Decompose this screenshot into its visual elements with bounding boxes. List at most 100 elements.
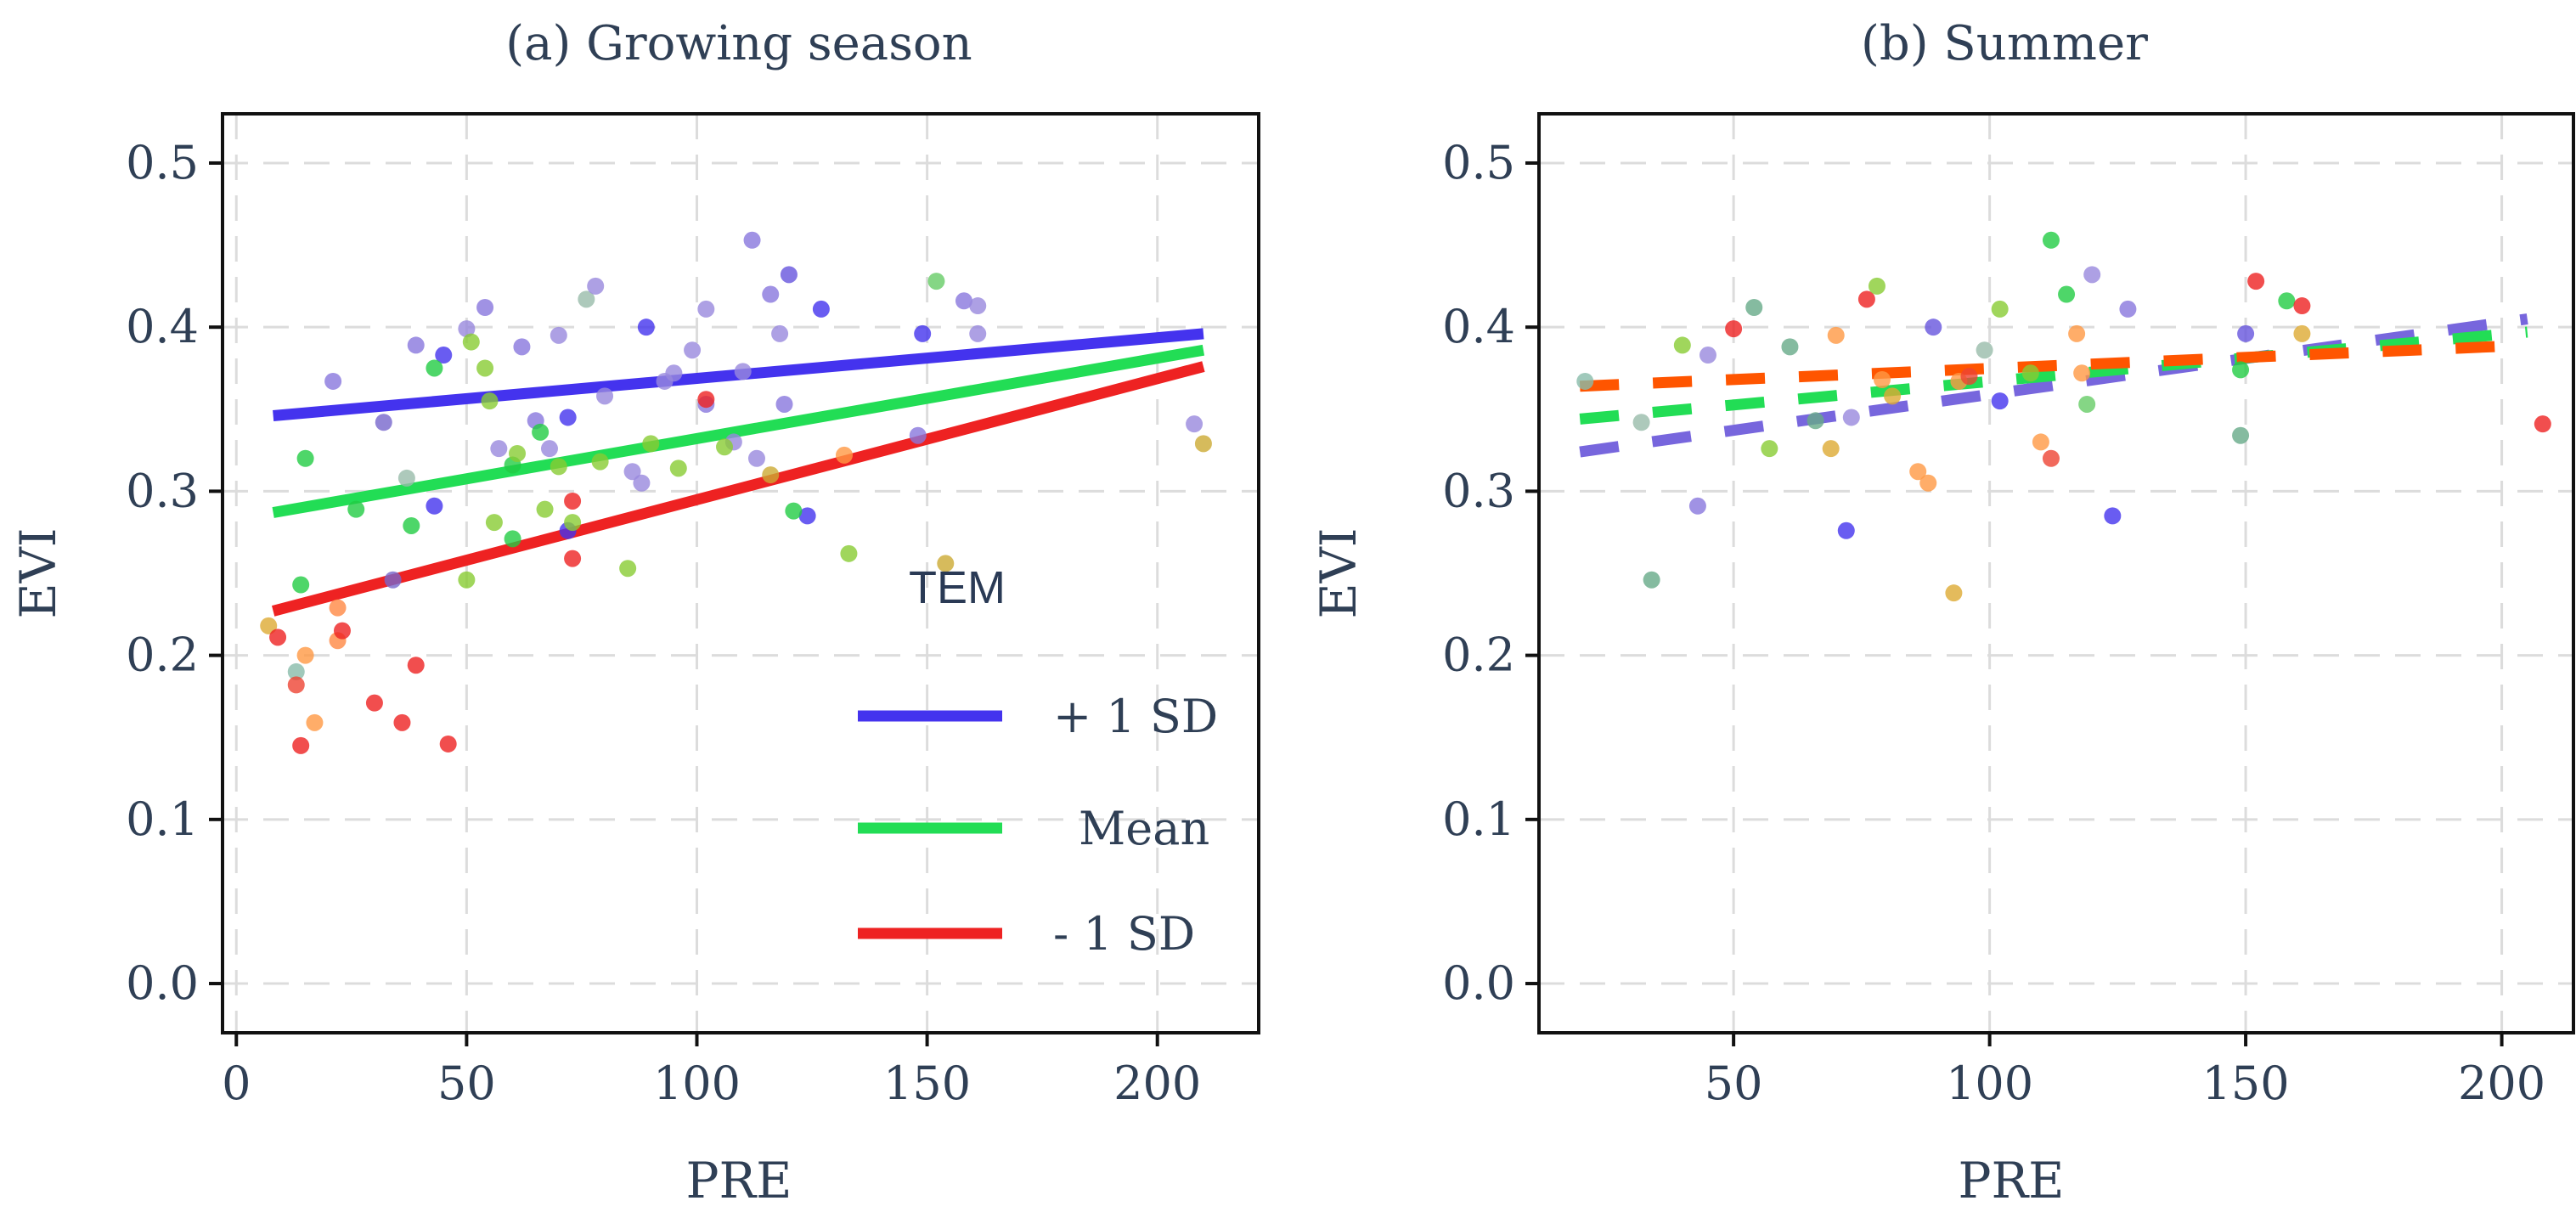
data-point [798,507,816,525]
data-point [937,555,955,572]
data-point [762,466,780,484]
data-point [458,571,476,589]
data-point [836,446,853,464]
x-tick-label: 150 [883,1057,971,1110]
x-tick-label: 0 [222,1057,251,1110]
x-tick-label: 200 [2458,1057,2545,1110]
data-point [2119,300,2137,318]
data-point [2078,395,2096,413]
data-point [292,576,310,594]
data-point [1781,338,1799,356]
data-point [426,359,443,377]
data-point [397,469,415,487]
data-point [1761,440,1778,458]
data-point [1745,298,1763,316]
x-axis-title: PRE [685,1152,792,1209]
data-point [1842,409,1860,426]
data-point [504,530,521,548]
data-point [1991,300,2009,318]
panel-summer: (b) Summer PRE EVI 50 100 150 200 0.0 0.1 0.2 0… [1310,16,2575,1209]
data-point [435,347,453,364]
data-point [684,341,702,359]
data-point [403,516,420,534]
data-point [812,300,830,318]
data-point [1699,347,1716,364]
legend-title: TEM [909,562,1006,613]
fit-line [1579,313,2528,458]
data-point [591,453,609,471]
y-axis-title: EVI [9,527,67,618]
fit-line [271,361,1205,617]
data-point [1925,319,1942,336]
axis-ticks: 0 50 100 150 200 0.0 0.1 0.2 0.3 0.4 0.5 [126,136,1201,1110]
grid [1539,114,2573,1033]
data-point [509,444,527,462]
data-point [564,550,582,567]
data-point [1868,277,1885,295]
data-point [2293,297,2311,315]
y-tick-label: 0.3 [1442,464,1515,517]
data-point [1873,371,1891,389]
data-point [306,713,324,731]
data-point [2042,231,2060,249]
data-point [633,474,651,492]
data-point [393,713,411,731]
data-point [2058,285,2076,303]
data-point [2083,266,2101,284]
axis-ticks: 50 100 150 200 0.0 0.1 0.2 0.3 0.4 0.5 [1442,136,2545,1110]
data-point [292,736,310,754]
data-point [1725,320,1743,338]
x-tick-label: 50 [437,1057,496,1110]
data-point [637,319,655,336]
data-point [296,646,314,664]
data-point [771,324,789,342]
data-point [458,320,476,338]
data-point [407,657,425,674]
data-point [1976,341,1993,359]
data-point [407,336,425,354]
data-point [642,435,660,453]
data-point [747,449,765,467]
data-point [2068,324,2086,342]
data-point [1576,372,1594,390]
data-point [2032,433,2049,451]
x-axis-title: PRE [1958,1152,2064,1209]
data-point [333,622,351,640]
data-point [665,364,683,382]
data-point [955,292,972,310]
data-point [513,338,531,356]
y-tick-label: 0.3 [126,464,199,517]
data-point [969,297,987,315]
data-point [775,395,793,413]
data-point [439,735,457,753]
legend-entry-mean: Mean [858,802,1209,855]
data-point [619,560,637,578]
data-point [564,492,582,510]
data-point [485,514,503,532]
legend-label-mean: Mean [1079,802,1209,855]
legend-entry-plus-1sd: + 1 SD [858,690,1218,743]
data-points [260,231,1212,754]
data-point [269,629,287,646]
data-point [2042,449,2060,467]
data-point [927,273,945,290]
data-point [1837,521,1855,539]
panel-growing-season: (a) Growing season PRE EVI 0 50 100 150 2000… [9,16,1260,1209]
data-point [1643,571,1660,589]
data-point [476,359,494,377]
data-point [1945,584,1963,602]
data-point [365,694,383,712]
data-point [347,500,365,518]
y-tick-label: 0.0 [1442,956,1515,1010]
data-point [375,414,392,431]
panel-title: (b) Summer [1861,16,2148,71]
data-point [550,458,567,476]
data-point [260,617,278,634]
data-point [743,231,761,249]
fit-lines [1579,313,2528,458]
plot-frame [1537,112,2575,1034]
data-point [490,440,508,458]
data-point [384,571,402,589]
data-point [287,676,305,694]
